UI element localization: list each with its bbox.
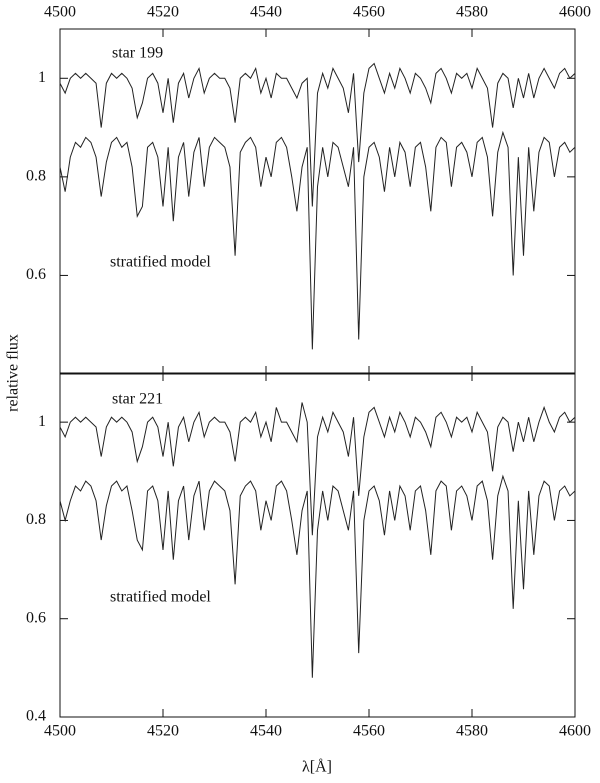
x-tick-label: 4540 bbox=[250, 4, 282, 21]
y-tick-label: 1 bbox=[38, 413, 46, 430]
x-tick-label: 4580 bbox=[456, 723, 488, 740]
y-tick-label: 0.6 bbox=[26, 266, 46, 283]
y-axis-label: relative flux bbox=[5, 334, 22, 412]
y-tick-label: 0.8 bbox=[26, 511, 46, 528]
annotation: stratified model bbox=[110, 254, 211, 271]
spectrum-line bbox=[59, 474, 576, 678]
y-tick-label: 0.8 bbox=[26, 168, 46, 185]
x-tick-label: 4560 bbox=[353, 723, 385, 740]
x-tick-label: 4600 bbox=[559, 4, 591, 21]
x-tick-label: 4520 bbox=[147, 4, 179, 21]
annotation: stratified model bbox=[110, 589, 211, 606]
x-tick-label: 4560 bbox=[353, 4, 385, 21]
y-tick-label: 0.6 bbox=[26, 609, 46, 626]
x-tick-label: 4600 bbox=[559, 723, 591, 740]
x-tick-label: 4520 bbox=[147, 723, 179, 740]
x-tick-label: 4580 bbox=[456, 4, 488, 21]
y-tick-label: 0.4 bbox=[26, 708, 46, 725]
annotation: star 221 bbox=[112, 391, 163, 408]
plot-frame bbox=[59, 372, 576, 718]
y-tick-label: 1 bbox=[38, 69, 46, 86]
spectrum-line bbox=[59, 62, 576, 207]
x-tick-label: 4540 bbox=[250, 723, 282, 740]
spectrum-line bbox=[59, 402, 576, 536]
x-axis-label: λ[Å] bbox=[302, 758, 332, 776]
annotation: star 199 bbox=[112, 45, 163, 62]
plot-frame bbox=[59, 28, 576, 375]
spectrum-line bbox=[59, 130, 576, 350]
x-tick-label: 4500 bbox=[44, 4, 76, 21]
x-tick-label: 4500 bbox=[44, 723, 76, 740]
